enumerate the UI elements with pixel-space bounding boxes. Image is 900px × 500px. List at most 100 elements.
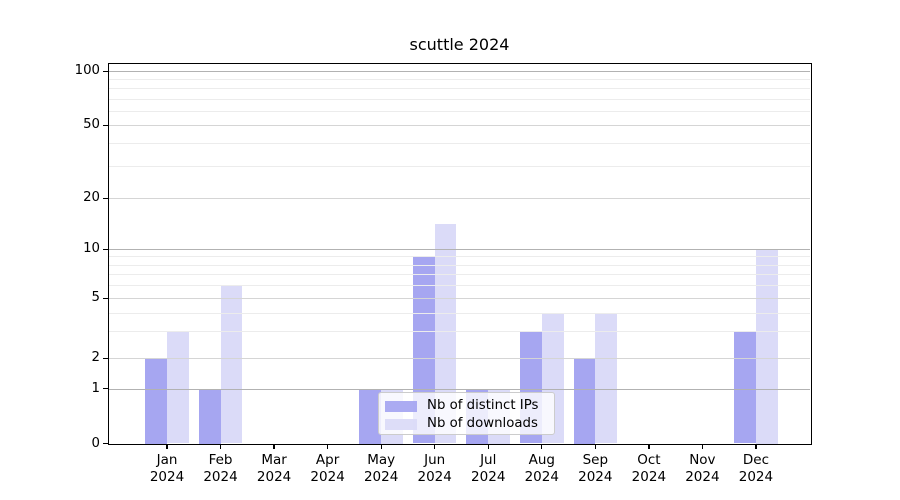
chart-title: scuttle 2024 <box>409 35 510 54</box>
x-axis-label-jun: Jun 2024 <box>395 452 475 485</box>
month-label: Sep <box>582 452 609 468</box>
spine-top <box>108 62 812 64</box>
x-axis-label-feb: Feb 2024 <box>181 452 261 485</box>
gridline-y-7 <box>108 274 811 276</box>
y-axis-label-1: 1 <box>91 380 100 396</box>
year-label: 2024 <box>524 468 559 485</box>
bar-downloads-dec <box>755 249 778 444</box>
x-tickmark-nov <box>701 444 704 449</box>
year-label: 2024 <box>578 468 613 485</box>
year-label: 2024 <box>310 468 345 485</box>
gridline-y-90 <box>108 79 811 81</box>
x-tickmark-jul <box>487 444 489 449</box>
x-axis-label-may: May 2024 <box>341 452 421 485</box>
gridline-y-30 <box>108 165 811 167</box>
gridline-y-5 <box>108 298 811 299</box>
x-axis-label-oct: Oct 2024 <box>609 452 689 485</box>
bar-ips-sep <box>573 358 596 444</box>
year-label: 2024 <box>417 468 452 485</box>
gridline-y-50 <box>108 125 811 126</box>
year-label: 2024 <box>203 468 238 485</box>
y-axis-label-20: 20 <box>83 190 100 205</box>
month-label: Jun <box>424 452 446 468</box>
x-tickmark-jan <box>166 444 168 449</box>
legend-swatch <box>385 400 417 412</box>
gridline-y-100 <box>108 71 811 72</box>
y-tickmark-20 <box>103 197 108 199</box>
legend-label: Nb of downloads <box>427 416 538 431</box>
x-tickmark-jun <box>434 444 436 449</box>
bar-ips-dec <box>734 331 756 444</box>
gridline-y-10 <box>108 249 811 250</box>
spine-left <box>108 62 110 445</box>
y-axis-label-10: 10 <box>83 241 100 256</box>
year-label: 2024 <box>738 468 774 485</box>
y-tickmark-50 <box>103 124 108 126</box>
x-axis-label-sep: Sep 2024 <box>555 452 635 485</box>
legend-label: Nb of distinct IPs <box>427 398 539 413</box>
x-tickmark-sep <box>594 444 596 449</box>
bar-ips-jan <box>145 358 167 444</box>
x-axis-label-jan: Jan 2024 <box>127 452 207 485</box>
y-tickmark-2 <box>103 357 108 359</box>
y-tickmark-100 <box>103 70 108 72</box>
month-label: Dec <box>742 452 769 468</box>
legend: Nb of distinct IPs Nb of downloads <box>378 391 555 435</box>
y-tickmark-10 <box>103 248 108 250</box>
x-tickmark-apr <box>326 444 329 449</box>
gridline-y-3 <box>108 331 811 333</box>
gridline-y-8 <box>108 264 811 266</box>
spine-bottom <box>108 443 812 445</box>
month-label: Apr <box>315 452 340 468</box>
year-label: 2024 <box>149 468 185 485</box>
x-axis-label-apr: Apr 2024 <box>288 452 368 485</box>
gridline-y-1 <box>108 388 811 390</box>
y-tickmark-1 <box>103 388 108 390</box>
y-axis-label-2: 2 <box>91 350 100 365</box>
y-tickmark-0 <box>103 443 108 445</box>
year-label: 2024 <box>631 468 667 485</box>
gridline-y-2 <box>108 358 811 359</box>
month-label: Oct <box>637 452 661 468</box>
month-label: Jul <box>480 452 497 468</box>
gridline-y-4 <box>108 312 811 314</box>
bar-downloads-jan <box>167 331 189 444</box>
month-label: Mar <box>261 452 287 468</box>
gridline-y-70 <box>108 98 811 100</box>
y-axis-label-0: 0 <box>91 435 100 451</box>
gridline-y-80 <box>108 88 811 90</box>
x-tickmark-dec <box>755 444 757 449</box>
gridline-y-60 <box>108 110 811 112</box>
month-label: Nov <box>689 452 716 468</box>
bar-downloads-feb <box>220 285 243 444</box>
bar-ips-may <box>359 388 382 444</box>
year-label: 2024 <box>471 468 506 485</box>
x-tickmark-mar <box>273 444 275 449</box>
y-axis-label-50: 50 <box>83 117 100 132</box>
x-tickmark-feb <box>219 444 222 449</box>
year-label: 2024 <box>685 468 720 485</box>
legend-swatch <box>385 418 417 430</box>
spine-right <box>810 62 812 445</box>
legend-item: Nb of distinct IPs <box>385 398 546 415</box>
month-label: Aug <box>528 452 555 468</box>
x-tickmark-aug <box>541 444 543 449</box>
year-label: 2024 <box>256 468 292 485</box>
x-axis-label-aug: Aug 2024 <box>502 452 582 485</box>
y-axis-label-5: 5 <box>91 290 100 305</box>
year-label: 2024 <box>363 468 399 485</box>
gridline-y-40 <box>108 142 811 144</box>
x-tickmark-oct <box>648 444 650 449</box>
x-tickmark-may <box>380 444 382 449</box>
gridline-y-6 <box>108 285 811 287</box>
x-axis-label-jul: Jul 2024 <box>448 452 528 485</box>
month-label: Feb <box>208 452 233 468</box>
gridline-y-20 <box>108 198 811 199</box>
month-label: Jan <box>156 452 178 468</box>
y-tickmark-5 <box>103 297 108 299</box>
bar-ips-feb <box>198 388 221 444</box>
month-label: May <box>367 452 396 468</box>
x-axis-label-nov: Nov 2024 <box>662 452 742 485</box>
x-axis-label-dec: Dec 2024 <box>716 452 796 485</box>
